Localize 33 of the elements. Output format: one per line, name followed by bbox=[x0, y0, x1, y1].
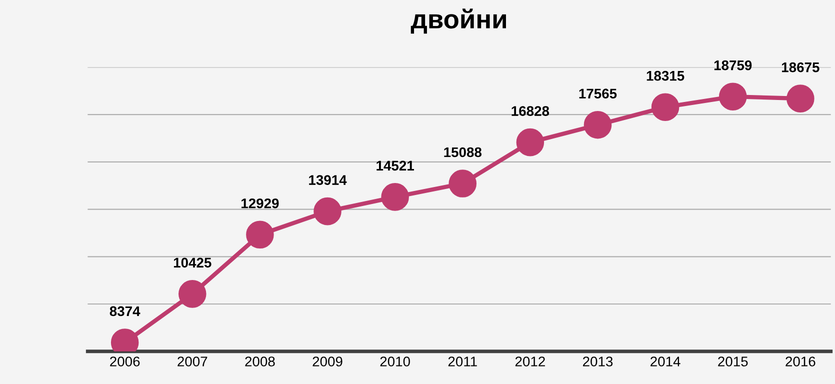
data-label: 13914 bbox=[309, 175, 347, 185]
data-label: 16828 bbox=[512, 106, 550, 116]
point bbox=[314, 197, 342, 226]
x-tick-label: 2010 bbox=[380, 356, 410, 366]
data-label: 10425 bbox=[174, 258, 212, 268]
chart-title: двойни bbox=[410, 8, 506, 34]
point bbox=[448, 170, 477, 198]
x-tick-label: 2008 bbox=[245, 356, 275, 366]
point bbox=[246, 220, 274, 249]
x-tick-label: 2007 bbox=[178, 356, 208, 366]
point bbox=[584, 110, 612, 139]
data-label: 17565 bbox=[579, 88, 617, 99]
x-tick-label: 2015 bbox=[718, 356, 748, 366]
data-label: 14521 bbox=[376, 160, 414, 171]
data-label: 18315 bbox=[646, 70, 684, 81]
point bbox=[786, 84, 814, 112]
data-label: 15088 bbox=[444, 147, 482, 158]
point bbox=[178, 280, 206, 308]
x-tick-label: 2012 bbox=[515, 356, 545, 366]
point bbox=[651, 93, 680, 121]
data-label: 18759 bbox=[714, 60, 752, 70]
x-tick-label: 2016 bbox=[786, 356, 816, 366]
x-tick-label: 2011 bbox=[448, 356, 477, 366]
x-tick-label: 2013 bbox=[583, 356, 613, 366]
x-tick-label: 2014 bbox=[650, 356, 680, 366]
data-label: 12929 bbox=[242, 198, 279, 208]
x-tick-label: 2009 bbox=[312, 356, 342, 366]
data-label: 18675 bbox=[782, 62, 820, 72]
data-label: 8374 bbox=[110, 306, 140, 316]
x-tick-label: 2006 bbox=[110, 356, 140, 366]
point bbox=[718, 82, 747, 110]
point bbox=[381, 183, 409, 211]
point bbox=[516, 128, 544, 156]
